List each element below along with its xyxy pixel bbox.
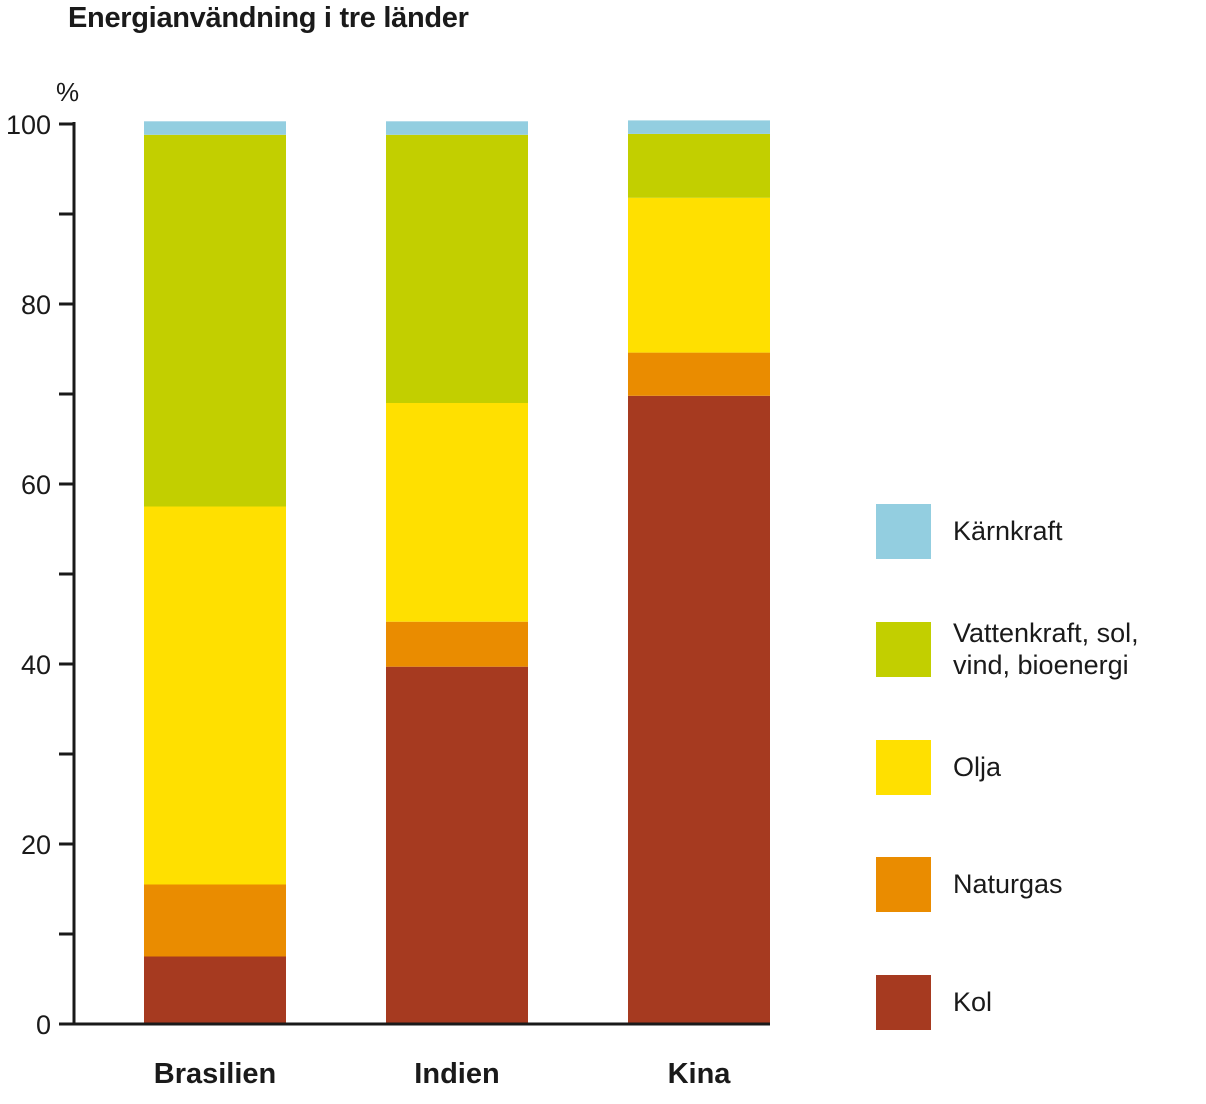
bar-segment-brasilien-4 — [144, 121, 286, 135]
bar-segment-indien-4 — [386, 121, 528, 135]
bar-segment-brasilien-0 — [144, 956, 286, 1024]
bar-segment-brasilien-3 — [144, 134, 286, 507]
bar-segment-indien-2 — [386, 403, 528, 622]
x-tick-label-brasilien: Brasilien — [154, 1058, 277, 1090]
legend-item-olja: Olja — [876, 739, 1001, 795]
y-axis-unit-label: % — [56, 77, 79, 107]
y-tick-label-40: 40 — [21, 650, 51, 680]
bar-segment-indien-1 — [386, 621, 528, 667]
bar-segment-brasilien-1 — [144, 884, 286, 957]
legend-swatch-olja — [876, 739, 931, 795]
legend-item-karnkraft: Kärnkraft — [876, 503, 1063, 559]
bar-segment-brasilien-2 — [144, 506, 286, 885]
x-tick-label-indien: Indien — [414, 1058, 499, 1090]
legend-item-vattenkraft: Vattenkraft, sol, vind, bioenergi — [876, 618, 1139, 680]
legend-item-kol: Kol — [876, 974, 992, 1030]
bar-segment-indien-3 — [386, 134, 528, 404]
legend-label-olja: Olja — [953, 752, 1002, 782]
legend-swatch-kol — [876, 974, 931, 1030]
legend-swatch-vattenkraft — [876, 621, 931, 677]
legend-label-kol: Kol — [953, 987, 993, 1017]
bar-segment-kina-2 — [628, 197, 770, 353]
chart-title: Energianvändning i tre länder — [68, 2, 469, 34]
legend-label-karnkraft: Kärnkraft — [953, 516, 1063, 546]
y-tick-label-20: 20 — [21, 830, 51, 860]
y-tick-label-60: 60 — [21, 470, 51, 500]
y-tick-label-80: 80 — [21, 290, 51, 320]
bar-segment-indien-0 — [386, 666, 528, 1024]
legend-item-naturgas: Naturgas — [876, 856, 1063, 912]
bar-segment-kina-0 — [628, 395, 770, 1024]
bar-segment-kina-4 — [628, 120, 770, 134]
bar-segment-kina-3 — [628, 133, 770, 198]
y-tick-label-0: 0 — [36, 1010, 51, 1040]
bar-segment-kina-1 — [628, 352, 770, 396]
x-tick-label-kina: Kina — [668, 1058, 732, 1090]
legend-swatch-naturgas — [876, 856, 931, 912]
legend-swatch-karnkraft — [876, 503, 931, 559]
legend-label-vattenkraft: Vattenkraft, sol, vind, bioenergi — [953, 618, 1139, 680]
y-tick-label-100: 100 — [6, 110, 51, 140]
legend-label-naturgas: Naturgas — [953, 869, 1063, 899]
